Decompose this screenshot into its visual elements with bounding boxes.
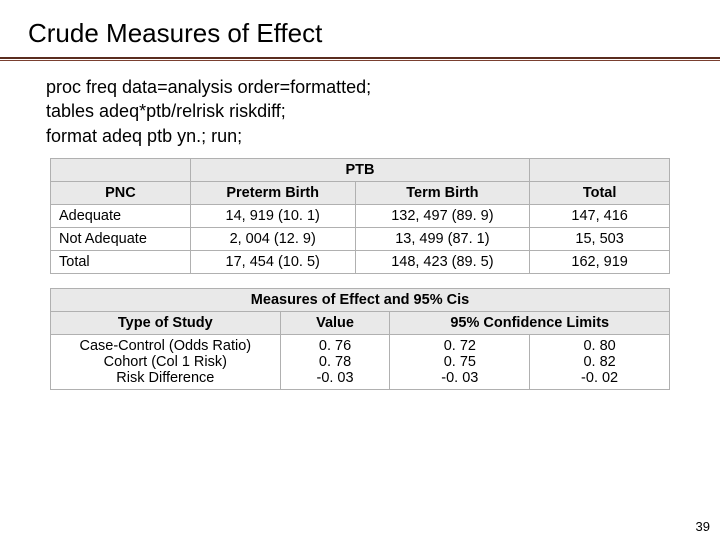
ci-line: 0. 72 <box>398 338 521 354</box>
col-header: PNC <box>51 181 191 204</box>
cell: 132, 497 (89. 9) <box>355 204 530 227</box>
value-line: 0. 76 <box>289 338 382 354</box>
code-block: proc freq data=analysis order=formatted;… <box>46 75 692 148</box>
row-label: Total <box>51 250 191 273</box>
ptb-header-span: PTB <box>190 158 529 181</box>
ci-line: -0. 03 <box>398 370 521 386</box>
col-header: Preterm Birth <box>190 181 355 204</box>
table-row: Total 17, 454 (10. 5) 148, 423 (89. 5) 1… <box>51 250 670 273</box>
page-number: 39 <box>696 519 710 534</box>
ci-line: -0. 02 <box>538 370 661 386</box>
col-header: Term Birth <box>355 181 530 204</box>
slide-title: Crude Measures of Effect <box>28 18 692 49</box>
col-header: 95% Confidence Limits <box>390 311 670 334</box>
type-line: Case-Control (Odds Ratio) <box>59 338 272 354</box>
cell: 147, 416 <box>530 204 670 227</box>
ptb-table: PTB PNC Preterm Birth Term Birth Total A… <box>50 158 670 274</box>
code-line: format adeq ptb yn.; run; <box>46 124 692 148</box>
cell: 17, 454 (10. 5) <box>190 250 355 273</box>
ci-line: 0. 80 <box>538 338 661 354</box>
empty-cell <box>530 158 670 181</box>
measures-table: Measures of Effect and 95% Cis Type of S… <box>50 288 670 390</box>
cell: 162, 919 <box>530 250 670 273</box>
title-rule <box>0 57 720 61</box>
col-header: Value <box>280 311 390 334</box>
table-row: Not Adequate 2, 004 (12. 9) 13, 499 (87.… <box>51 227 670 250</box>
table-row: Adequate 14, 919 (10. 1) 132, 497 (89. 9… <box>51 204 670 227</box>
value-line: -0. 03 <box>289 370 382 386</box>
type-cell: Case-Control (Odds Ratio) Cohort (Col 1 … <box>51 334 281 389</box>
empty-cell <box>51 158 191 181</box>
code-line: tables adeq*ptb/relrisk riskdiff; <box>46 99 692 123</box>
cell: 148, 423 (89. 5) <box>355 250 530 273</box>
ci-hi-cell: 0. 80 0. 82 -0. 02 <box>530 334 670 389</box>
row-label: Adequate <box>51 204 191 227</box>
cell: 14, 919 (10. 1) <box>190 204 355 227</box>
measures-title: Measures of Effect and 95% Cis <box>51 288 670 311</box>
col-header: Total <box>530 181 670 204</box>
ci-line: 0. 75 <box>398 354 521 370</box>
type-line: Cohort (Col 1 Risk) <box>59 354 272 370</box>
type-line: Risk Difference <box>59 370 272 386</box>
code-line: proc freq data=analysis order=formatted; <box>46 75 692 99</box>
cell: 2, 004 (12. 9) <box>190 227 355 250</box>
table-row: Case-Control (Odds Ratio) Cohort (Col 1 … <box>51 334 670 389</box>
value-cell: 0. 76 0. 78 -0. 03 <box>280 334 390 389</box>
value-line: 0. 78 <box>289 354 382 370</box>
cell: 15, 503 <box>530 227 670 250</box>
cell: 13, 499 (87. 1) <box>355 227 530 250</box>
ci-lo-cell: 0. 72 0. 75 -0. 03 <box>390 334 530 389</box>
ci-line: 0. 82 <box>538 354 661 370</box>
row-label: Not Adequate <box>51 227 191 250</box>
col-header: Type of Study <box>51 311 281 334</box>
